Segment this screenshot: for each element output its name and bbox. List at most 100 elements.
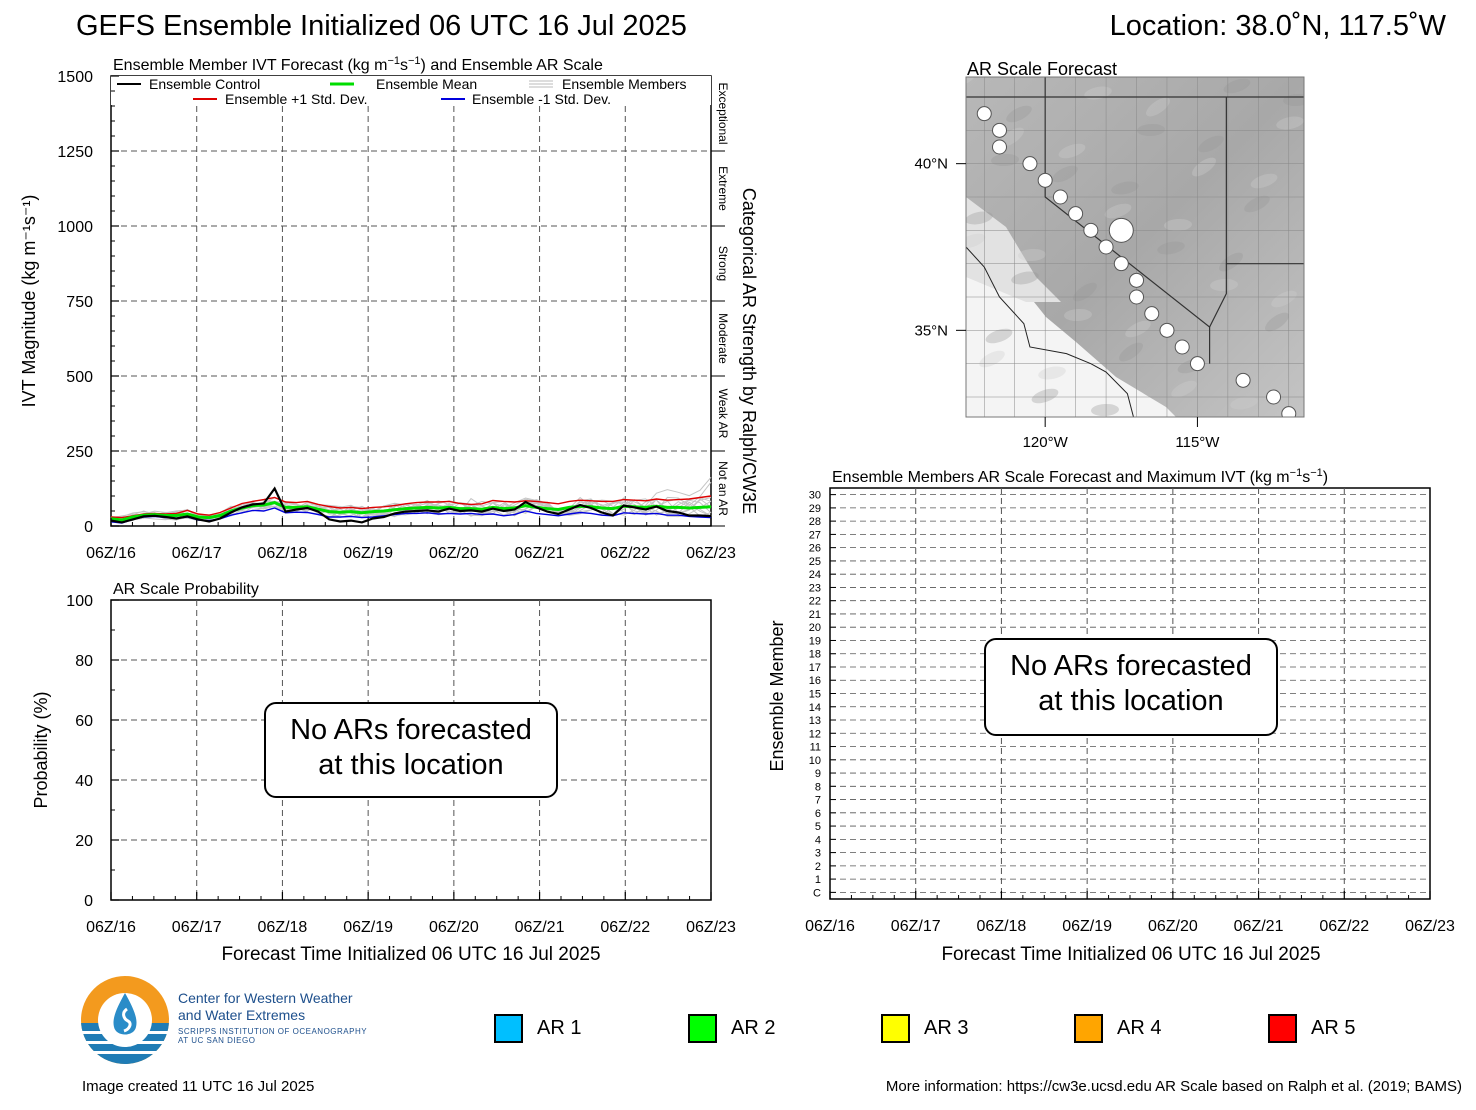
prob-xlabel: Forecast Time Initialized 06 UTC 16 Jul …: [221, 944, 600, 965]
ar1-label: AR 1: [537, 1016, 582, 1039]
ivt-ytick-label: 750: [66, 294, 93, 311]
ar-point: [1159, 322, 1175, 338]
terrain-patch: [1006, 105, 1032, 123]
terrain-patch: [1157, 241, 1185, 255]
terrain-patch: [1146, 97, 1170, 117]
ar4-label: AR 4: [1117, 1016, 1162, 1039]
ar-point: [1281, 406, 1297, 417]
terrain-patch: [1137, 123, 1165, 137]
map-content: [966, 77, 1304, 417]
ivt-ylabel: IVT Magnitude (kg m⁻¹s⁻¹): [19, 195, 39, 408]
terrain-patch: [1164, 218, 1192, 232]
terrain-patch: [1091, 403, 1119, 417]
ar-point: [991, 139, 1007, 155]
category-label: Not an AR: [716, 461, 730, 516]
members-ytick-label: 22: [809, 596, 821, 608]
members-ytick-label: 29: [809, 503, 821, 515]
terrain-patch: [1265, 312, 1289, 332]
ar-scale-map: AR Scale Forecast 40°N 35°N 120°W 115°W: [914, 59, 1305, 451]
terrain-patch: [1104, 203, 1132, 219]
category-label: Exceptional: [716, 82, 730, 144]
map-lon-label: 115°W: [1175, 434, 1220, 451]
terrain-patch: [1125, 320, 1151, 338]
main-title: GEFS Ensemble Initialized 06 UTC 16 Jul …: [76, 10, 687, 42]
prob-xtick-label: 06Z/18: [258, 919, 308, 936]
prob-ytick-label: 100: [66, 593, 93, 610]
members-ytick-label: 7: [815, 795, 821, 807]
ar4-swatch: [1074, 1013, 1103, 1043]
ar5-label: AR 5: [1311, 1016, 1356, 1039]
members-ytick-label: 12: [809, 728, 821, 740]
terrain-patch: [1119, 342, 1143, 362]
prob-xtick-label: 06Z/23: [686, 919, 736, 936]
prob-xtick-label: 06Z/20: [429, 919, 479, 936]
logo-line2: and Water Extremes: [178, 1007, 306, 1023]
ar-point: [1098, 239, 1114, 255]
ar-point: [1022, 156, 1038, 172]
ivt-xtick-label: 06Z/18: [258, 545, 308, 562]
members-ytick-label: 10: [809, 755, 821, 767]
members-ytick-label: 4: [815, 834, 821, 846]
members-ytick-label: 8: [815, 781, 821, 793]
more-info-text: More information: https://cw3e.ucsd.edu …: [885, 1078, 1462, 1095]
category-label: Extreme: [716, 166, 730, 211]
members-panel-title: Ensemble Members AR Scale Forecast and M…: [832, 467, 1328, 486]
no-ar-line1: No ARs forecasted: [290, 714, 532, 746]
prob-ytick-label: 60: [75, 713, 93, 730]
image-created-text: Image created 11 UTC 16 Jul 2025: [82, 1078, 315, 1095]
terrain-patch: [979, 350, 1005, 368]
members-ytick-label: 26: [809, 543, 821, 555]
ar-point: [1174, 339, 1190, 355]
members-ytick-label: 18: [809, 649, 821, 661]
ivt-series-ensemble-mean: [110, 501, 712, 522]
terrain-patch: [1223, 78, 1251, 94]
prob-xtick-label: 06Z/22: [600, 919, 650, 936]
members-ytick-label: 23: [809, 582, 821, 594]
central-valley: [966, 197, 1061, 302]
members-ytick-label: 24: [809, 569, 821, 581]
ar-point: [991, 122, 1007, 138]
legend-ar2: AR 2: [688, 1012, 775, 1044]
ar3-swatch: [881, 1013, 910, 1043]
terrain-patch: [1058, 143, 1086, 159]
ar-point: [1144, 306, 1160, 322]
members-xlabel: Forecast Time Initialized 06 UTC 16 Jul …: [941, 944, 1320, 965]
no-ar-line2: at this location: [318, 749, 504, 781]
prob-ytick-label: 20: [75, 833, 93, 850]
members-ytick-label: 16: [809, 675, 821, 687]
members-ytick-label: 3: [815, 848, 821, 860]
members-xtick-label: 06Z/23: [1405, 918, 1455, 935]
terrain-patch: [1210, 278, 1238, 292]
terrain-patch: [1111, 181, 1139, 195]
prob-xtick-label: 06Z/21: [515, 919, 565, 936]
ar2-swatch: [688, 1013, 717, 1043]
ivt-right-label: Categorical AR Strength by Ralph/CW3E: [739, 188, 759, 514]
nv-az-border: [1209, 263, 1227, 328]
ivt-ytick-label: 0: [84, 519, 93, 536]
ivt-xtick-label: 06Z/19: [343, 545, 393, 562]
logo-text: Center for Western Weather and Water Ext…: [178, 990, 353, 1024]
legend-ar5: AR 5: [1268, 1012, 1355, 1044]
members-ylabel: Ensemble Member: [767, 620, 787, 771]
members-ytick-label: 19: [809, 635, 821, 647]
ivt-ytick-label: 250: [66, 444, 93, 461]
ar-point: [1129, 272, 1145, 288]
members-ytick-label: 6: [815, 808, 821, 820]
prob-panel-title: AR Scale Probability: [113, 581, 259, 598]
no-ar-message-members: No ARs forecasted at this location: [984, 638, 1278, 736]
members-xtick-label: 06Z/17: [891, 918, 941, 935]
ivt-xtick-label: 06Z/21: [515, 545, 565, 562]
terrain-patch: [1192, 157, 1216, 177]
location-title: Location: 38.0˚N, 117.5˚W: [1109, 10, 1446, 42]
ar3-label: AR 3: [924, 1016, 969, 1039]
members-ytick-label: 13: [809, 715, 821, 727]
logo-line4: AT UC SAN DIEGO: [178, 1036, 256, 1045]
members-ytick-label: 30: [809, 490, 821, 502]
map-frame: [965, 76, 1305, 418]
terrain-patch: [1052, 165, 1078, 183]
prob-xtick-label: 06Z/16: [86, 919, 136, 936]
terrain-patch: [1219, 252, 1243, 272]
terrain-patch: [1171, 380, 1197, 398]
members-ytick-label: 21: [809, 609, 821, 621]
members-xtick-label: 06Z/20: [1148, 918, 1198, 935]
